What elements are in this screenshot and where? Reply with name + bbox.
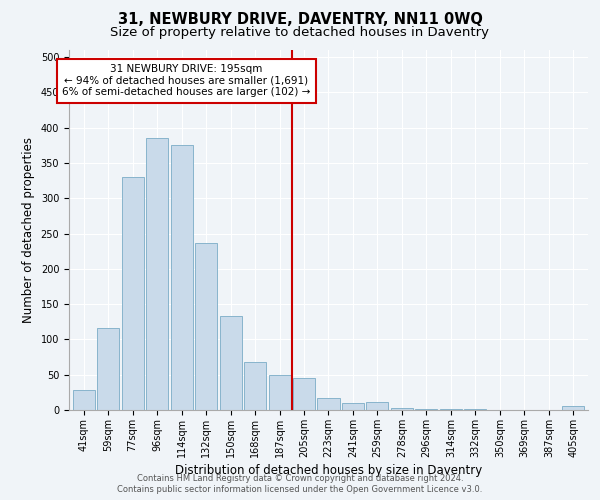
Bar bbox=[195, 242, 217, 410]
Bar bbox=[220, 316, 242, 410]
Bar bbox=[293, 378, 315, 410]
Bar bbox=[391, 408, 413, 410]
Text: Contains HM Land Registry data © Crown copyright and database right 2024.
Contai: Contains HM Land Registry data © Crown c… bbox=[118, 474, 482, 494]
Bar bbox=[146, 138, 168, 410]
Bar bbox=[367, 402, 388, 410]
X-axis label: Distribution of detached houses by size in Daventry: Distribution of detached houses by size … bbox=[175, 464, 482, 477]
Bar bbox=[244, 362, 266, 410]
Text: 31, NEWBURY DRIVE, DAVENTRY, NN11 0WQ: 31, NEWBURY DRIVE, DAVENTRY, NN11 0WQ bbox=[118, 12, 482, 28]
Y-axis label: Number of detached properties: Number of detached properties bbox=[22, 137, 35, 323]
Text: Size of property relative to detached houses in Daventry: Size of property relative to detached ho… bbox=[110, 26, 490, 39]
Text: 31 NEWBURY DRIVE: 195sqm
← 94% of detached houses are smaller (1,691)
6% of semi: 31 NEWBURY DRIVE: 195sqm ← 94% of detach… bbox=[62, 64, 311, 98]
Bar bbox=[97, 328, 119, 410]
Bar bbox=[122, 177, 143, 410]
Bar bbox=[269, 374, 290, 410]
Bar bbox=[170, 146, 193, 410]
Bar bbox=[73, 390, 95, 410]
Bar bbox=[562, 406, 584, 410]
Bar bbox=[317, 398, 340, 410]
Bar bbox=[342, 403, 364, 410]
